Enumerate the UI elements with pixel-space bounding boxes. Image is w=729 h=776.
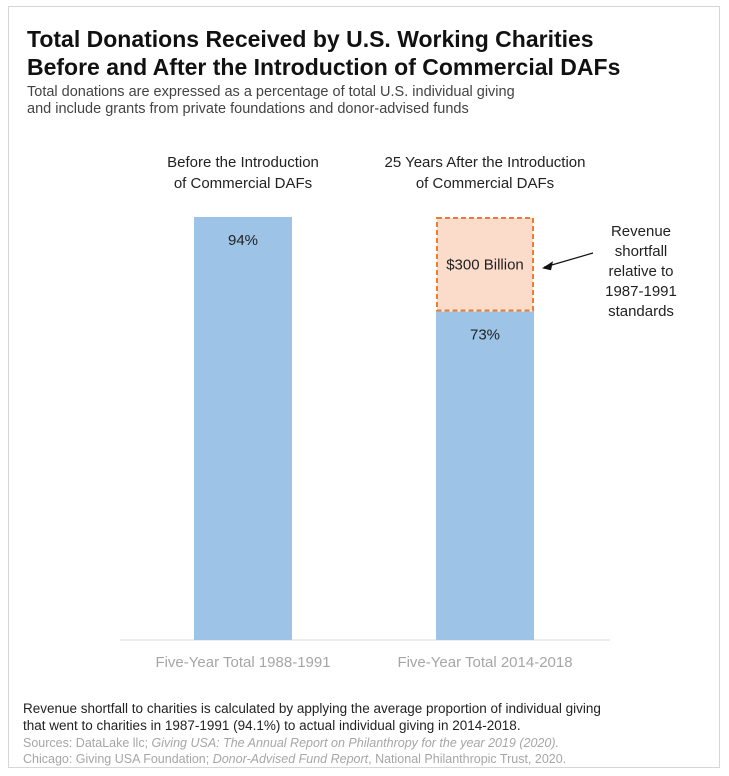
- sources: Sources: DataLake llc; Giving USA: The A…: [23, 735, 723, 767]
- column-header-1-line-2: of Commercial DAFs: [174, 175, 312, 192]
- footnote: Revenue shortfall to charities is calcul…: [23, 700, 723, 734]
- data-label-2: 73%: [470, 327, 500, 344]
- subtitle-line-1: Total donations are expressed as a perce…: [27, 84, 515, 100]
- annotation-line-5: standards: [608, 303, 674, 320]
- annotation-line-1: Revenue: [611, 223, 671, 240]
- column-header-1-line-1: Before the Introduction: [167, 154, 319, 171]
- sources-line-1: Sources: DataLake llc; Giving USA: The A…: [23, 735, 723, 751]
- title-line-1: Total Donations Received by U.S. Working…: [27, 26, 594, 52]
- annotation-line-3: relative to: [608, 263, 673, 280]
- footnote-line-2: that went to charities in 1987-1991 (94.…: [23, 718, 521, 733]
- bar-2: [436, 311, 534, 640]
- sources-line2-suffix: , National Philanthropic Trust, 2020.: [368, 752, 567, 766]
- shortfall-box: [436, 217, 534, 312]
- subtitle-line-2: and include grants from private foundati…: [27, 101, 469, 117]
- sources-line-2: Chicago: Giving USA Foundation; Donor-Ad…: [23, 751, 723, 767]
- annotation-arrowhead: [542, 261, 553, 271]
- sources-title-2: Donor-Advised Fund Report: [212, 752, 369, 766]
- bar-chart: 94% Five-Year Total 1988-1991 Before the I…: [120, 154, 677, 671]
- column-header-2-line-2: of Commercial DAFs: [416, 175, 554, 192]
- sources-prefix: Sources: DataLake llc;: [23, 736, 152, 750]
- data-label-1: 94%: [228, 232, 258, 249]
- chart-frame: [8, 6, 720, 768]
- bar-1: [194, 217, 292, 640]
- chart-title: Total Donations Received by U.S. Working…: [27, 25, 707, 81]
- sources-line2-prefix: Chicago: Giving USA Foundation;: [23, 752, 213, 766]
- annotation-line-2: shortfall: [615, 243, 668, 260]
- category-label-1: Five-Year Total 1988-1991: [155, 654, 330, 671]
- column-header-2-line-1: 25 Years After the Introduction: [385, 154, 586, 171]
- annotation-line-4: 1987-1991: [605, 283, 677, 300]
- chart-subtitle: Total donations are expressed as a perce…: [27, 84, 707, 118]
- shortfall-label: $300 Billion: [446, 256, 524, 273]
- footnote-line-1: Revenue shortfall to charities is calcul…: [23, 701, 601, 716]
- title-line-2: Before and After the Introduction of Com…: [27, 54, 621, 80]
- category-label-2: Five-Year Total 2014-2018: [397, 654, 572, 671]
- sources-title-1: Giving USA: The Annual Report on Philant…: [151, 736, 559, 750]
